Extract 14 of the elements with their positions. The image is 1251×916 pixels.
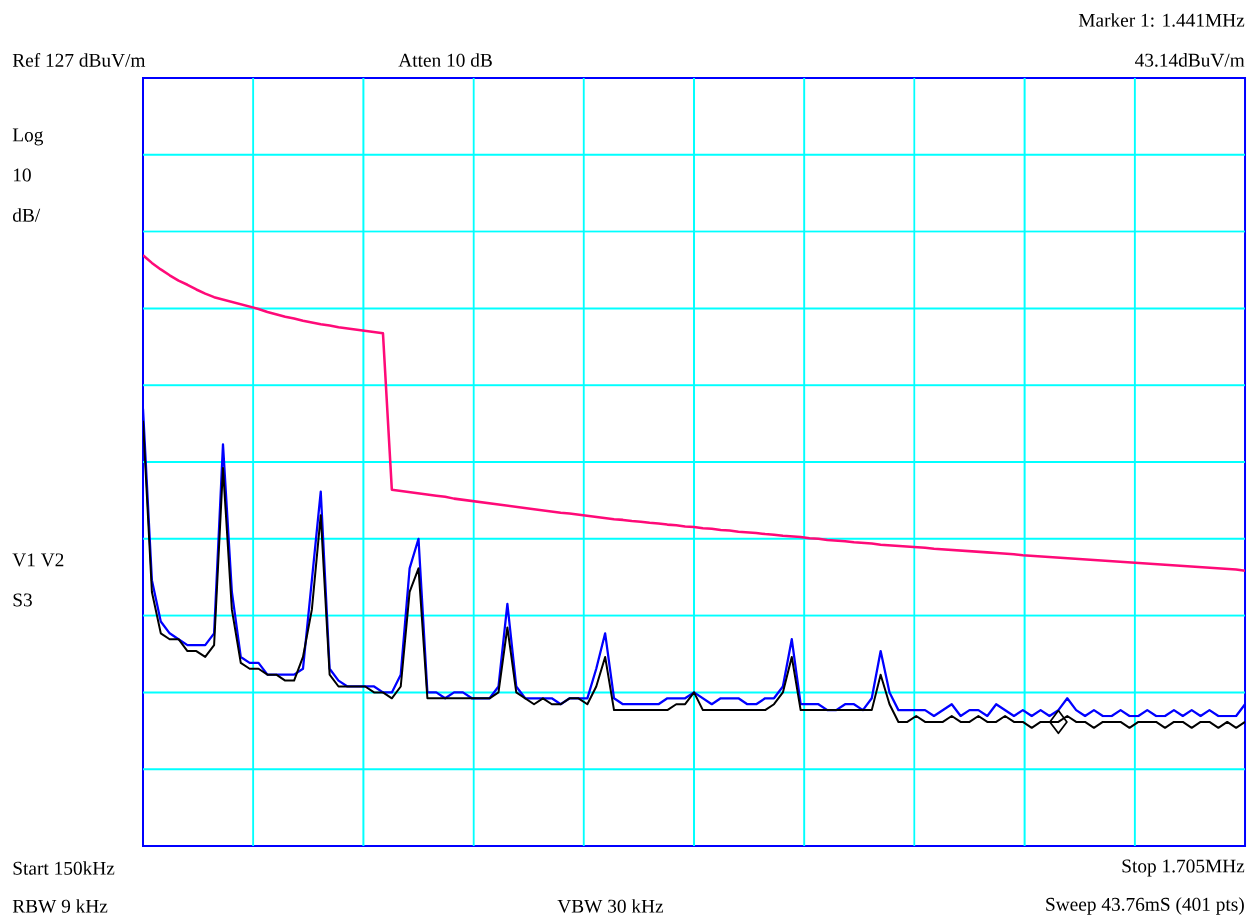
text: Marker 1: 1.441MHz — [1078, 13, 1245, 27]
text: dB/ — [12, 208, 41, 222]
text: Stop 1.705MHz — [1122, 859, 1245, 877]
text: Ref 127 dBuV/m — [12, 53, 146, 67]
text: S3 — [13, 593, 32, 607]
text: 43.14dBuV/m — [1135, 53, 1245, 67]
text: 10 — [13, 168, 31, 182]
text: RBW 9 kHz — [12, 899, 108, 913]
text: VBW 30 kHz — [557, 899, 664, 913]
text: Sweep 43.76mS (401 pts) — [1046, 897, 1244, 915]
text: Log — [12, 128, 44, 146]
text: Start 150kHz — [13, 861, 115, 875]
text: Atten 10 dB — [398, 53, 492, 67]
text: V1 V2 — [12, 553, 64, 567]
